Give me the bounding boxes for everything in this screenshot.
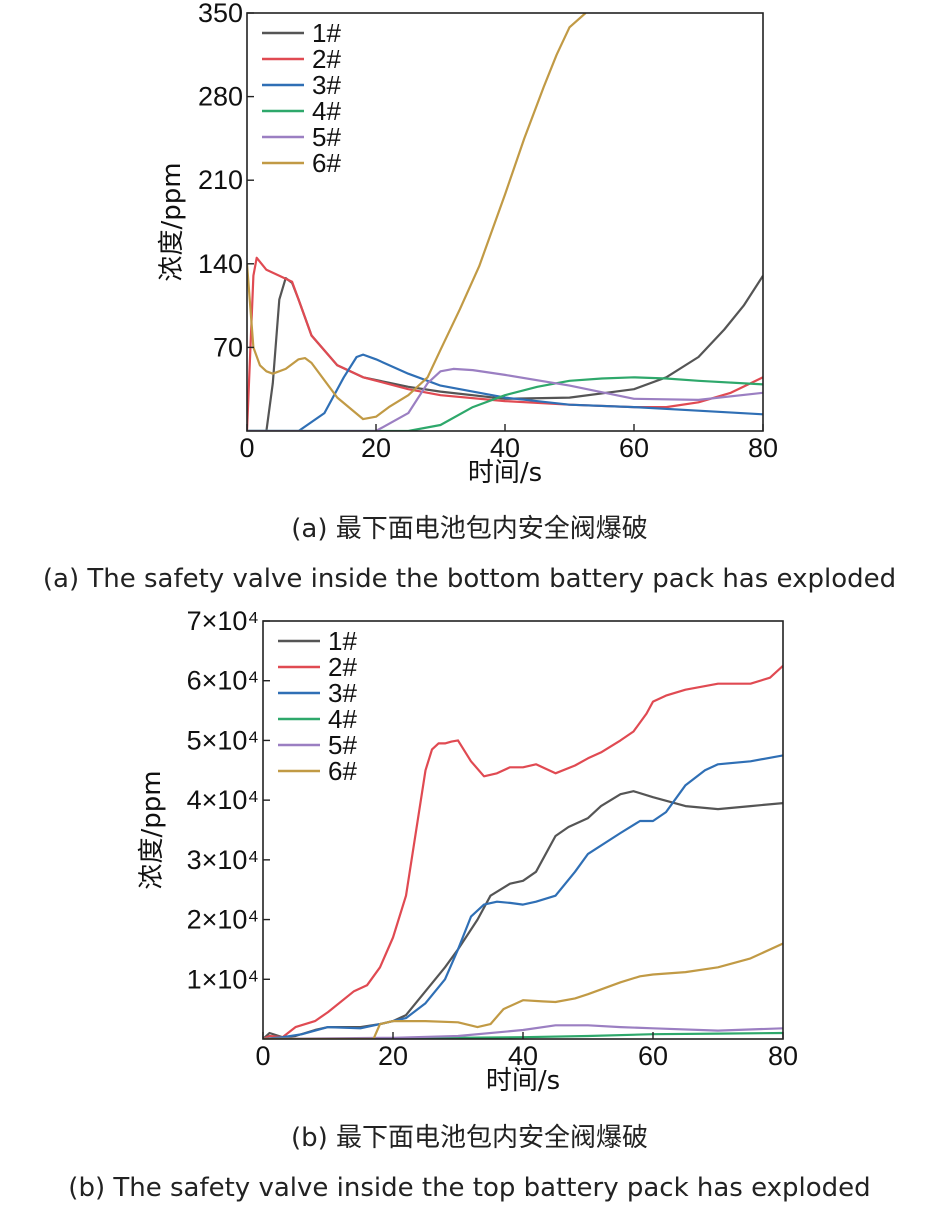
caption-b-cn: (b) 最下面电池包内安全阀爆破 [290, 1123, 649, 1153]
series-line-2 [247, 256, 763, 431]
legend-label: 1# [328, 626, 357, 656]
x-tick-label: 20 [361, 433, 391, 463]
x-tick-label: 60 [638, 1041, 668, 1071]
y-tick-label: 3×10⁴ [187, 845, 259, 875]
series-line-6 [263, 942, 783, 1039]
x-tick-label: 20 [378, 1041, 408, 1071]
series-line-1 [247, 275, 763, 431]
x-tick-label: 40 [508, 1041, 538, 1071]
x-tick-label: 80 [748, 433, 778, 463]
series-line-5 [247, 367, 763, 431]
caption-a-cn: (a) 最下面电池包内安全阀爆破 [291, 514, 648, 544]
x-tick-label: 40 [490, 433, 520, 463]
legend-label: 5# [328, 730, 357, 760]
x-tick-label: 0 [239, 433, 254, 463]
y-axis-label: 浓度/ppm [137, 770, 167, 889]
legend-label: 6# [312, 148, 341, 178]
series-line-4 [247, 376, 763, 431]
caption-b-en: (b) The safety valve inside the top batt… [68, 1173, 871, 1203]
y-tick-label: 4×10⁴ [187, 785, 259, 815]
y-tick-label: 350 [198, 0, 243, 28]
x-tick-label: 0 [255, 1041, 270, 1071]
y-tick-label: 140 [198, 249, 243, 279]
legend-label: 3# [312, 70, 341, 100]
series-line-6 [247, 13, 587, 421]
legend-label: 2# [312, 44, 341, 74]
legend-label: 4# [312, 96, 341, 126]
legend-label: 4# [328, 704, 357, 734]
legend-label: 6# [328, 756, 357, 786]
y-tick-label: 1×10⁴ [187, 964, 259, 994]
y-tick-label: 2×10⁴ [187, 905, 259, 935]
y-axis-label: 浓度/ppm [157, 162, 187, 281]
x-tick-label: 60 [619, 433, 649, 463]
legend-label: 2# [328, 652, 357, 682]
x-axis-label: 时间/s [468, 458, 542, 488]
legend-label: 1# [312, 18, 341, 48]
legend-label: 3# [328, 678, 357, 708]
y-tick-label: 280 [198, 82, 243, 112]
series-line-3 [247, 353, 763, 431]
x-tick-label: 80 [768, 1041, 798, 1071]
y-tick-label: 210 [198, 165, 243, 195]
series-line-5 [263, 1024, 783, 1039]
legend-label: 5# [312, 122, 341, 152]
y-tick-label: 70 [213, 332, 243, 362]
y-tick-label: 7×10⁴ [187, 606, 259, 636]
y-tick-label: 5×10⁴ [187, 725, 259, 755]
series-line-2 [263, 664, 783, 1039]
chart-a: 0 20 40 60 80 70 140 210 280 350 时间/s 浓度/ppm 1#2#3#4… [157, 0, 778, 488]
series-line-3 [263, 754, 783, 1039]
x-axis-label: 时间/s [486, 1066, 560, 1096]
y-tick-label: 6×10⁴ [187, 666, 259, 696]
caption-a-en: (a) The safety valve inside the bottom b… [42, 564, 897, 594]
